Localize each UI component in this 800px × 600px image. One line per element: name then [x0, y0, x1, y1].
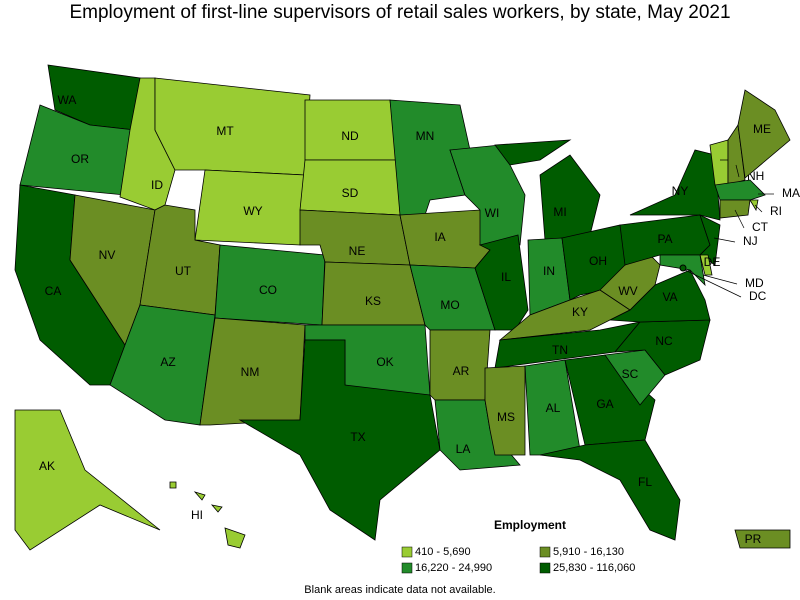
state-label: MN — [416, 129, 435, 143]
legend-label: 25,830 - 116,060 — [553, 562, 635, 574]
state-label: CT — [752, 220, 769, 234]
state — [679, 264, 687, 272]
state-label: TX — [350, 430, 365, 444]
callout-line — [734, 209, 745, 229]
state-label: NE — [349, 244, 366, 258]
state-label: KY — [572, 305, 588, 319]
state — [224, 527, 246, 549]
state-label: AK — [39, 459, 55, 473]
footnote: Blank areas indicate data not available. — [304, 584, 495, 596]
state-label: MO — [440, 298, 459, 312]
state — [539, 439, 681, 541]
state-label: PR — [745, 532, 762, 546]
state-label: TN — [552, 343, 568, 357]
callout-line — [702, 274, 738, 285]
legend-swatch — [539, 546, 551, 558]
state-label: MI — [553, 205, 566, 219]
legend-swatch — [401, 546, 413, 558]
state — [727, 123, 746, 186]
state-label: NJ — [743, 234, 758, 248]
legend-swatch — [401, 562, 413, 574]
state-label: SD — [342, 186, 359, 200]
state-label: PA — [657, 232, 672, 246]
callout-line — [735, 164, 740, 178]
state-label: OR — [71, 152, 89, 166]
state — [238, 339, 441, 541]
state — [539, 154, 601, 241]
state-label: WA — [58, 93, 77, 107]
state — [193, 491, 206, 501]
callout-line — [713, 237, 736, 243]
state — [734, 529, 791, 549]
state-label: HI — [191, 508, 203, 522]
state-label: MD — [745, 276, 764, 290]
state-label: UT — [175, 264, 192, 278]
state — [719, 199, 751, 219]
state-label: OK — [376, 355, 393, 369]
state — [749, 199, 759, 212]
state — [737, 89, 791, 179]
state-label: MS — [497, 410, 515, 424]
state-label: AZ — [160, 355, 175, 369]
state-label: CO — [259, 283, 277, 297]
state — [210, 504, 223, 513]
state-label: DC — [749, 289, 767, 303]
state-label: VA — [662, 290, 677, 304]
state-label: CA — [45, 284, 62, 298]
state-label: SC — [622, 367, 639, 381]
legend-title: Employment — [494, 518, 566, 532]
callout-line — [684, 269, 742, 298]
state-label: ME — [753, 122, 771, 136]
state-label: GA — [596, 397, 613, 411]
state — [564, 354, 656, 446]
state-label: FL — [638, 475, 652, 489]
legend-label: 410 - 5,690 — [415, 546, 471, 558]
state — [14, 409, 161, 551]
state-label: ND — [341, 129, 359, 143]
legend-label: 5,910 - 16,130 — [553, 546, 624, 558]
state-label: NM — [241, 365, 260, 379]
state-label: DE — [704, 255, 721, 269]
state-label: LA — [456, 442, 471, 456]
state-label: MT — [216, 124, 234, 138]
state-label: WI — [485, 206, 500, 220]
state — [699, 254, 713, 276]
state-label: RI — [770, 204, 782, 218]
state-label: MA — [782, 186, 800, 200]
map-title: Employment of first-line supervisors of … — [69, 2, 730, 23]
legend-label: 16,220 - 24,990 — [415, 562, 492, 574]
state-label: OH — [589, 254, 607, 268]
state-label: AL — [546, 401, 561, 415]
state-label: WY — [243, 204, 262, 218]
state-label: IA — [434, 230, 445, 244]
legend-swatch — [539, 562, 551, 574]
state — [474, 234, 529, 331]
state — [659, 254, 706, 287]
state-label: ID — [151, 178, 163, 192]
state — [714, 179, 766, 201]
state-label: WV — [618, 284, 637, 298]
state-label: NY — [672, 184, 689, 198]
state-label: NC — [655, 334, 673, 348]
callout-line — [754, 204, 763, 213]
state-label: IN — [543, 264, 555, 278]
state-label: KS — [365, 294, 381, 308]
state-label: IL — [501, 270, 511, 284]
state-label: NV — [99, 248, 116, 262]
state — [169, 481, 177, 489]
state-label: AR — [453, 364, 470, 378]
state — [494, 139, 572, 166]
